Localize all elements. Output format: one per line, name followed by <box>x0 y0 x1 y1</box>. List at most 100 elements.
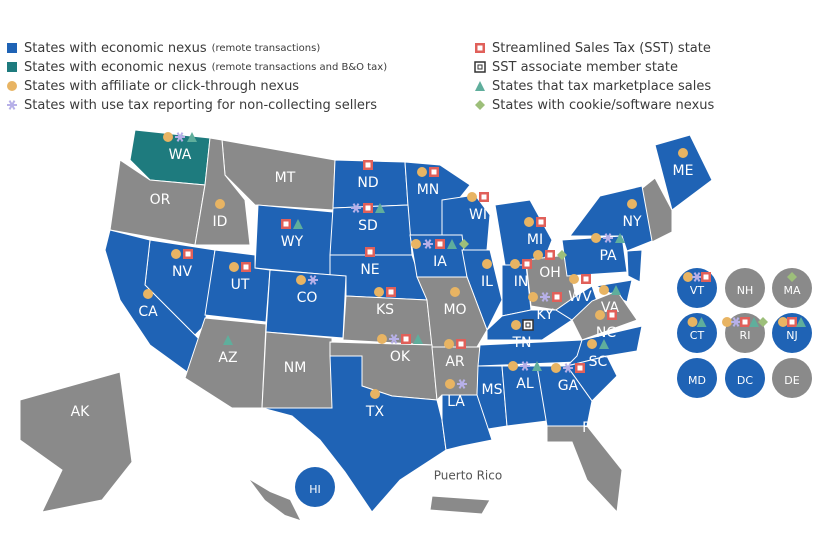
state-shape <box>546 425 623 514</box>
state-label: MN <box>417 182 440 198</box>
icon <box>7 62 17 72</box>
state-circle <box>772 268 812 308</box>
state-circle <box>677 313 717 353</box>
icon <box>749 317 759 327</box>
legend-swatch <box>7 62 17 72</box>
icon <box>386 287 396 297</box>
icon <box>183 249 193 259</box>
icon <box>447 239 457 249</box>
use-tax-icon <box>541 292 549 302</box>
legend-text: SST associate member state <box>492 60 678 75</box>
use-tax-icon <box>309 275 317 285</box>
affiliate-icon <box>444 339 454 349</box>
affiliate-icon <box>370 389 380 399</box>
state-circle <box>295 467 335 507</box>
sst-icon-inner <box>367 249 373 255</box>
legend-label: States with economic nexus (remote transa… <box>24 60 387 75</box>
affiliate-icon <box>511 320 521 330</box>
icon <box>575 363 585 373</box>
icon <box>508 361 518 371</box>
affiliate-icon <box>687 317 698 327</box>
icon <box>459 239 469 249</box>
state-label: FL <box>582 420 598 436</box>
sst-icon-inner <box>609 312 615 318</box>
icon <box>522 259 532 269</box>
legend-text: States with use tax reporting for non-co… <box>24 98 377 113</box>
state-label: CO <box>297 290 318 306</box>
marketplace-icon <box>475 81 485 91</box>
sst-icon-inner <box>283 221 289 227</box>
icon <box>731 317 741 327</box>
icon <box>533 250 543 260</box>
cookie-icon <box>459 239 469 249</box>
state-label: NY <box>622 214 641 230</box>
sst-icon-inner <box>365 162 371 168</box>
affiliate-icon <box>722 317 732 327</box>
affiliate-icon <box>591 233 601 243</box>
use-tax-icon <box>424 239 432 249</box>
sst-icon-inner <box>554 294 560 300</box>
state-label: DE <box>784 374 799 387</box>
state-label: KY <box>536 307 554 323</box>
icon <box>375 203 385 213</box>
icon <box>595 310 605 320</box>
state-label: MD <box>688 374 706 387</box>
icon <box>429 167 439 177</box>
marketplace-icon <box>611 285 621 295</box>
state-shape <box>555 285 598 321</box>
icon <box>599 285 609 295</box>
state-label: MI <box>527 232 543 248</box>
icon <box>450 287 460 297</box>
icon <box>607 310 617 320</box>
icon <box>351 203 361 213</box>
state-label: WA <box>169 147 192 163</box>
use-tax-icon <box>521 361 529 371</box>
state-shape <box>461 249 503 332</box>
icon <box>7 100 17 110</box>
affiliate-icon <box>524 217 534 227</box>
affiliate-icon <box>296 275 306 285</box>
icon <box>423 239 433 249</box>
icon <box>281 219 291 229</box>
sst-icon-inner <box>481 194 487 200</box>
state-label: MO <box>443 302 466 318</box>
affiliate-icon <box>377 334 387 344</box>
affiliate-icon <box>678 148 688 158</box>
icon <box>536 217 546 227</box>
affiliate-icon <box>627 199 637 209</box>
marketplace-icon <box>749 317 759 327</box>
sst-icon-inner <box>388 289 394 295</box>
state-circle <box>772 358 812 398</box>
sst-icon-inner <box>547 252 553 258</box>
sst-icon-inner <box>524 261 530 267</box>
state-label: VT <box>690 284 705 297</box>
icon <box>569 274 579 284</box>
affiliate-icon <box>587 339 597 349</box>
affiliate-icon <box>171 249 181 259</box>
affiliate-icon <box>599 285 609 295</box>
cookie-icon <box>758 317 768 327</box>
icon <box>308 275 318 285</box>
icon <box>474 61 486 73</box>
icon <box>511 320 521 330</box>
icon <box>551 363 561 373</box>
state-label: OR <box>150 192 171 208</box>
state-shape <box>561 235 628 277</box>
cookie-icon <box>787 272 797 282</box>
state-label: CA <box>138 304 158 320</box>
affiliate-icon <box>510 259 520 269</box>
affiliate-icon <box>445 379 455 389</box>
sst-icon-inner <box>703 274 709 280</box>
state-label: IA <box>433 254 447 270</box>
sst-icon-inner <box>789 319 795 325</box>
affiliate-icon <box>569 274 579 284</box>
state-label: SD <box>358 218 378 234</box>
legend-text: Streamlined Sales Tax (SST) state <box>492 41 711 56</box>
affiliate-icon <box>683 272 693 282</box>
affiliate-icon <box>508 361 518 371</box>
icon <box>532 361 542 371</box>
state-label: ME <box>673 163 694 179</box>
marketplace-icon <box>187 132 197 142</box>
icon <box>787 317 797 327</box>
sst-icon-inner <box>431 169 437 175</box>
